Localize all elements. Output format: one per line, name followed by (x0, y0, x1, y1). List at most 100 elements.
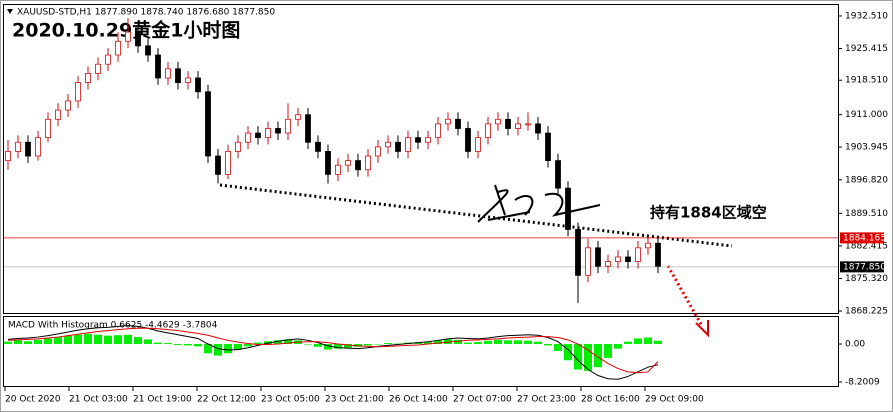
candle-body (25, 141, 31, 157)
histogram-bar (644, 337, 652, 345)
y-tick-label: 1868.225 (845, 307, 888, 317)
candle-body (575, 229, 581, 276)
candle-body (585, 247, 591, 276)
candle-body (285, 118, 291, 134)
candle-body (215, 155, 221, 175)
candle-body (305, 114, 311, 143)
annotation: 持有1884区域空 (650, 204, 767, 222)
histogram-bar (184, 344, 192, 346)
histogram-bar (544, 344, 552, 346)
histogram-bar (584, 344, 592, 371)
x-tick-label: 28 Oct 16:00 (581, 395, 640, 405)
x-tick-label: 26 Oct 14:00 (389, 395, 448, 405)
candle-body (655, 242, 661, 267)
candle-body (5, 151, 11, 162)
candle-body (75, 82, 81, 102)
histogram-bar (524, 340, 532, 345)
candle-body (415, 137, 421, 143)
histogram-bar (144, 339, 152, 345)
candle-body (135, 31, 141, 47)
signature (477, 184, 601, 223)
x-tick-label: 21 Oct 03:00 (69, 395, 128, 405)
histogram-bar (44, 338, 52, 345)
x-tick-label: 27 Oct 07:00 (453, 395, 512, 405)
histogram-bar (24, 341, 32, 345)
price-pane (3, 4, 839, 314)
macd-header: MACD With Histogram 0.6625 -4.4629 -3.78… (8, 321, 218, 331)
y-tick-label: 1889.510 (845, 209, 888, 219)
candle-body (55, 109, 61, 120)
histogram-bar (204, 344, 212, 354)
candle-body (175, 68, 181, 83)
histogram-bar (614, 344, 622, 349)
histogram-bar (34, 339, 42, 345)
histogram-bar (654, 340, 662, 345)
candle-body (145, 45, 151, 56)
trend-line (219, 183, 733, 248)
histogram-bar (114, 335, 122, 345)
histogram-bar (604, 344, 612, 358)
candle-body (45, 118, 51, 139)
histogram-bar (414, 342, 422, 345)
histogram-bar (54, 337, 62, 345)
candle-body (395, 141, 401, 152)
price-label-box (840, 232, 884, 244)
candle-body (185, 77, 191, 83)
candle-body (375, 146, 381, 157)
histogram-bar (534, 341, 542, 345)
y-tick-label: 0.00 (845, 340, 865, 350)
candle-body (615, 256, 621, 262)
candle-body (625, 256, 631, 262)
x-tick-label: 29 Oct 09:00 (645, 395, 704, 405)
candle-body (335, 164, 341, 175)
histogram-bar (284, 339, 292, 345)
macd-line (7, 327, 659, 374)
histogram-bar (484, 340, 492, 345)
y-tick-label: 1925.415 (845, 44, 888, 54)
histogram-bar (214, 344, 222, 356)
histogram-bar (174, 344, 182, 345)
histogram-bar (104, 335, 112, 345)
candle-body (265, 128, 271, 139)
candle-body (345, 160, 351, 166)
candle-body (65, 100, 71, 111)
candle-body (475, 137, 481, 152)
price-label-box (840, 261, 884, 273)
y-tick-label: 1932.510 (845, 11, 888, 21)
candle-body (515, 123, 521, 129)
candle-body (495, 118, 501, 125)
candle-body (535, 123, 541, 134)
candle-body (355, 160, 361, 171)
candle-body (425, 137, 431, 143)
x-tick-label: 23 Oct 05:00 (261, 395, 320, 405)
histogram-bar (594, 344, 602, 368)
histogram-bar (364, 344, 372, 346)
candle-body (295, 114, 301, 120)
y-tick-label: 1875.320 (845, 274, 888, 284)
candle-body (565, 187, 571, 230)
y-tick-label: 1918.510 (845, 76, 888, 86)
y-tick-label: 1896.820 (845, 175, 888, 185)
y-tick-label: 1882.415 (845, 241, 888, 251)
candle-body (545, 132, 551, 162)
histogram-bar (464, 342, 472, 345)
candle-body (95, 63, 101, 74)
chart-title: 2020.10.29黄金1小时图 (12, 19, 240, 42)
histogram-bar (554, 344, 562, 351)
candle-body (455, 118, 461, 129)
histogram-bar (64, 335, 72, 345)
histogram-bar (14, 340, 22, 345)
candle-body (115, 40, 121, 56)
forecast-arrow (666, 265, 704, 327)
histogram-bar (164, 343, 172, 345)
candle-body (405, 137, 411, 152)
histogram-bar (324, 344, 332, 350)
candle-body (595, 247, 601, 267)
candle-body (325, 151, 331, 175)
histogram-bar (314, 344, 322, 347)
candle-body (465, 128, 471, 152)
histogram-bar (224, 344, 232, 354)
macd-pane (3, 316, 839, 387)
y-tick-label: 1911.000 (845, 110, 888, 120)
